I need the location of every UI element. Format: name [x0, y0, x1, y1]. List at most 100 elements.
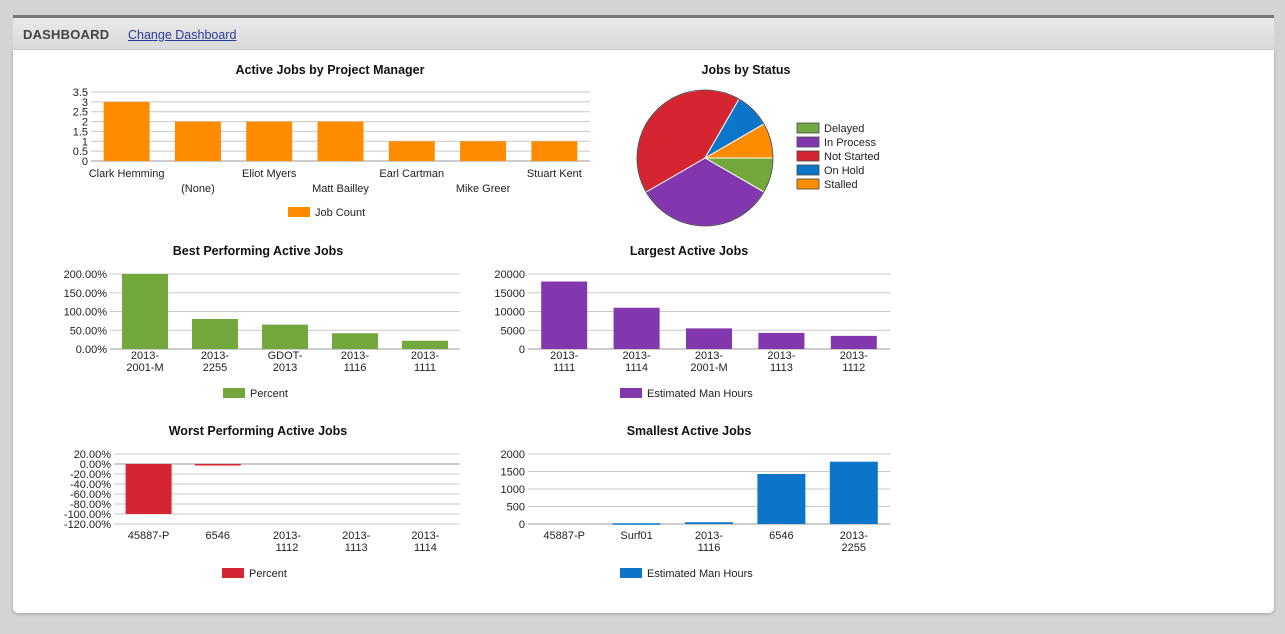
legend-swatch: [796, 164, 820, 176]
y-tick-label: 150.00%: [64, 288, 108, 300]
y-tick-label: 3: [82, 97, 88, 109]
legend-label: Percent: [250, 388, 288, 400]
x-tick-label: (None): [181, 183, 215, 195]
chart-title: Worst Performing Active Jobs: [169, 424, 348, 438]
x-tick-label: 2013-2001-M: [126, 350, 163, 374]
y-tick-label: 2.5: [73, 107, 88, 119]
chart-title: Active Jobs by Project Manager: [236, 63, 425, 77]
x-tick-label: 2013-1116: [341, 350, 369, 374]
bar: [612, 523, 661, 525]
change-dashboard-link[interactable]: Change Dashboard: [128, 28, 237, 42]
legend-label: On Hold: [824, 165, 864, 177]
dashboard-panel: Active Jobs by Project Manager 0 0.5 1 1.5 2 2…: [13, 50, 1274, 613]
bar: [613, 307, 660, 349]
legend-swatch: [620, 568, 642, 578]
y-tick-label: -60.00%: [70, 489, 111, 501]
legend-swatch: [796, 150, 820, 162]
legend-swatch: [796, 136, 820, 148]
legend-label: Job Count: [315, 207, 365, 219]
chart-jobs-by-status[interactable]: Jobs by Status Delayed In Process Not Start…: [636, 63, 880, 227]
legend-label: Estimated Man Hours: [647, 388, 753, 400]
chart-active-jobs-by-pm[interactable]: Active Jobs by Project Manager 00.511.522…: [73, 63, 590, 219]
chart-largest-jobs[interactable]: Largest Active Jobs 0 5000 10000 15000 20000 2…: [494, 244, 890, 400]
x-tick-label: 2013-1114: [623, 350, 651, 374]
legend-swatch: [223, 388, 245, 398]
x-tick-label: GDOT-2013: [268, 350, 303, 374]
chart-best-performing[interactable]: Best Performing Active Jobs 0.00% 50.00% 10…: [64, 244, 460, 400]
y-tick-label: 1: [82, 136, 88, 148]
x-tick-label: Eliot Myers: [242, 168, 297, 180]
bar: [103, 101, 150, 161]
chart-title: Jobs by Status: [702, 63, 791, 77]
y-tick-label: 0: [519, 519, 525, 531]
y-tick-label: 10000: [494, 307, 525, 319]
chart-worst-performing[interactable]: Worst Performing Active Jobs -120.00%-100…: [64, 424, 460, 580]
legend-swatch: [222, 568, 244, 578]
x-tick-label: 2013-1114: [411, 530, 439, 554]
legend-label: Not Started: [824, 151, 880, 163]
y-tick-label: 20000: [494, 269, 525, 281]
bar: [541, 281, 588, 349]
y-tick-label: 200.00%: [64, 269, 108, 281]
bar: [758, 332, 805, 349]
x-tick-label: 2013-1111: [411, 350, 439, 374]
y-tick-label: 1000: [501, 484, 525, 496]
y-tick-label: 15000: [494, 288, 525, 300]
y-tick-label: 0.00%: [76, 344, 107, 356]
x-tick-label: 2013-1111: [550, 350, 578, 374]
x-tick-label: 6546: [206, 530, 230, 542]
x-tick-label: 2013-1112: [840, 350, 868, 374]
page-title: DASHBOARD: [23, 27, 110, 42]
x-tick-label: 2013-1112: [273, 530, 301, 554]
bar: [402, 340, 448, 349]
x-tick-label: 2013-1116: [695, 530, 723, 554]
bar: [246, 121, 293, 161]
x-tick-label: Clark Hemming: [89, 168, 165, 180]
bar: [122, 274, 168, 349]
x-tick-label: Mike Greer: [456, 183, 511, 195]
dashboard-header: DASHBOARD Change Dashboard: [13, 18, 1274, 50]
bar: [192, 319, 238, 349]
y-tick-label: 0.00%: [80, 459, 111, 471]
bar: [125, 464, 172, 514]
legend-swatch: [796, 122, 820, 134]
legend-label: Delayed: [824, 123, 864, 135]
bar: [830, 335, 877, 349]
bar: [686, 328, 732, 349]
bar: [332, 333, 378, 349]
y-tick-label: 1500: [501, 467, 525, 479]
x-tick-label: 2013-1113: [342, 530, 370, 554]
y-tick-label: 50.00%: [70, 325, 108, 337]
bar: [460, 141, 507, 161]
y-tick-label: -120.00%: [64, 519, 111, 531]
bar: [757, 473, 806, 524]
legend-swatch: [796, 178, 820, 190]
chart-smallest-jobs[interactable]: Smallest Active Jobs 0 500 1000 1500 2000 4588…: [501, 424, 890, 580]
legend-label: Percent: [249, 568, 287, 580]
y-tick-label: 100.00%: [64, 307, 108, 319]
x-tick-label: 2013-2255: [201, 350, 229, 374]
x-tick-label: Earl Cartman: [379, 168, 444, 180]
bar: [262, 324, 308, 349]
y-tick-label: -40.00%: [70, 479, 111, 491]
chart-title: Largest Active Jobs: [630, 244, 748, 258]
bar: [194, 464, 241, 466]
legend-label: Estimated Man Hours: [647, 568, 753, 580]
bar: [531, 141, 578, 161]
bar: [829, 461, 878, 524]
x-tick-label: 2013-2001-M: [690, 350, 727, 374]
y-tick-label: -20.00%: [70, 469, 111, 481]
y-tick-label: 0: [519, 344, 525, 356]
header-top-rule: [13, 15, 1274, 18]
y-tick-label: 0: [82, 156, 88, 168]
legend-label: Stalled: [824, 179, 858, 191]
chart-title: Best Performing Active Jobs: [173, 244, 343, 258]
x-tick-label: 2013-2255: [840, 530, 868, 554]
y-tick-label: 0.5: [73, 146, 88, 158]
x-tick-label: 45887-P: [128, 530, 170, 542]
legend-swatch: [288, 207, 310, 217]
x-tick-label: 45887-P: [543, 530, 585, 542]
y-tick-label: 3.5: [73, 87, 88, 99]
y-tick-label: -100.00%: [64, 509, 111, 521]
y-tick-label: 20.00%: [74, 449, 112, 461]
